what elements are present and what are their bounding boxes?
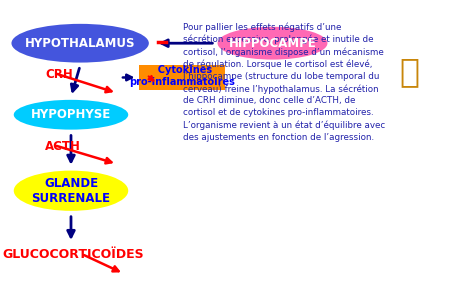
Text: 🐌: 🐌 [399,55,420,88]
Text: ACTH: ACTH [45,140,81,153]
Ellipse shape [218,27,327,60]
Text: CRH: CRH [45,68,73,81]
Ellipse shape [14,100,128,130]
Ellipse shape [11,24,149,63]
Ellipse shape [14,170,128,211]
Text: HIPPOCAMPE: HIPPOCAMPE [229,37,316,50]
Text: HYPOPHYSE: HYPOPHYSE [31,108,111,121]
Text: HYPOTHALAMUS: HYPOTHALAMUS [25,37,136,50]
Text: GLUCOCORTICOÏDES: GLUCOCORTICOÏDES [2,248,144,261]
Text: Pour pallier les effets négatifs d’une
sécrétion excessive, prolongée et inutile: Pour pallier les effets négatifs d’une s… [183,22,386,142]
Text: GLANDE
SURRENALE: GLANDE SURRENALE [32,177,110,205]
Text: Cytokines
pro-inflammatoires: Cytokines pro-inflammatoires [129,65,235,87]
FancyBboxPatch shape [139,65,225,90]
